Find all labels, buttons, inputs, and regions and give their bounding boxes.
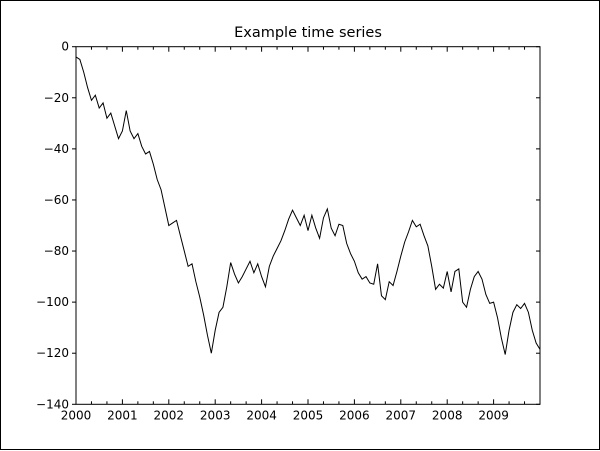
axes-frame <box>75 46 541 405</box>
y-tick-label: −20 <box>44 91 69 105</box>
y-tick-label: −80 <box>44 244 69 258</box>
x-tick-label: 2005 <box>293 408 324 422</box>
x-tick-label: 2007 <box>386 408 417 422</box>
y-tick-label: −120 <box>36 346 69 360</box>
y-tick-label: −60 <box>44 193 69 207</box>
axis-ticks <box>72 46 540 405</box>
y-tick-label: 0 <box>61 40 69 54</box>
x-tick-label: 2001 <box>107 408 138 422</box>
time-series-line <box>75 56 541 355</box>
x-tick-label: 2004 <box>246 408 277 422</box>
x-tick-label: 2006 <box>339 408 370 422</box>
x-tick-label: 2003 <box>200 408 231 422</box>
y-tick-label: −100 <box>36 295 69 309</box>
chart-title: Example time series <box>234 25 382 41</box>
y-tick-label: −140 <box>36 397 69 411</box>
y-tick-label: −40 <box>44 142 69 156</box>
x-tick-label: 2000 <box>61 408 92 422</box>
x-tick-label: 2008 <box>432 408 463 422</box>
x-tick-label: 2009 <box>478 408 509 422</box>
axis-tick-labels: 2000 2001 2002 2003 2004 2005 2006 2007 2008 2009… <box>36 40 509 423</box>
x-tick-label: 2002 <box>154 408 185 422</box>
